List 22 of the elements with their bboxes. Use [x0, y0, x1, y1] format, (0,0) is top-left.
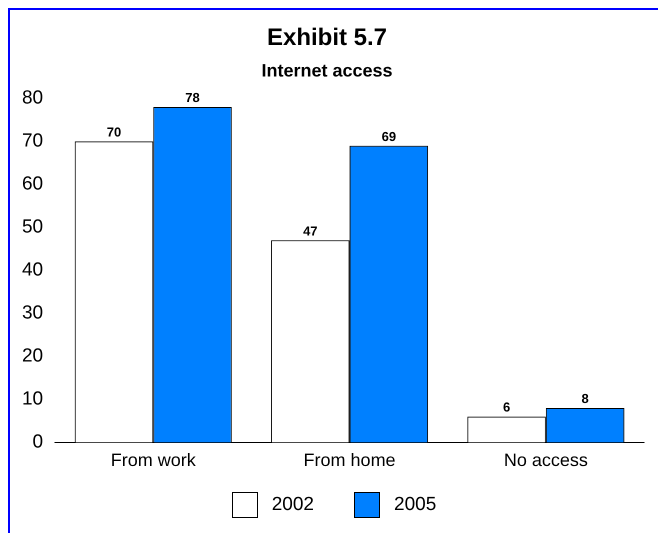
y-tick-label: 10 — [22, 388, 44, 410]
data-label: 8 — [581, 391, 589, 406]
x-tick-label: From home — [304, 450, 396, 470]
y-tick-label: 40 — [22, 260, 44, 281]
y-tick-label: 0 — [32, 432, 44, 453]
y-tick-label: 80 — [22, 88, 44, 109]
data-label: 78 — [185, 90, 200, 106]
x-tick-label: From work — [110, 450, 197, 470]
text: 2002 — [272, 494, 314, 516]
data-label: 69 — [382, 128, 396, 144]
y-tick-label: 30 — [22, 302, 44, 324]
data-label: 47 — [303, 223, 318, 238]
data-label: 6 — [502, 400, 510, 415]
data-label: 70 — [106, 124, 122, 140]
legend-label: 2005 — [394, 494, 436, 516]
y-tick-label: 20 — [22, 346, 44, 367]
x-tick-label: No access — [504, 450, 588, 470]
chart-title: Exhibit 5.7 — [266, 24, 388, 52]
y-tick-label: 70 — [22, 130, 44, 152]
y-tick-label: 60 — [22, 174, 44, 195]
chart-subtitle: Internet access — [261, 60, 393, 81]
y-tick-label: 50 — [22, 216, 44, 238]
